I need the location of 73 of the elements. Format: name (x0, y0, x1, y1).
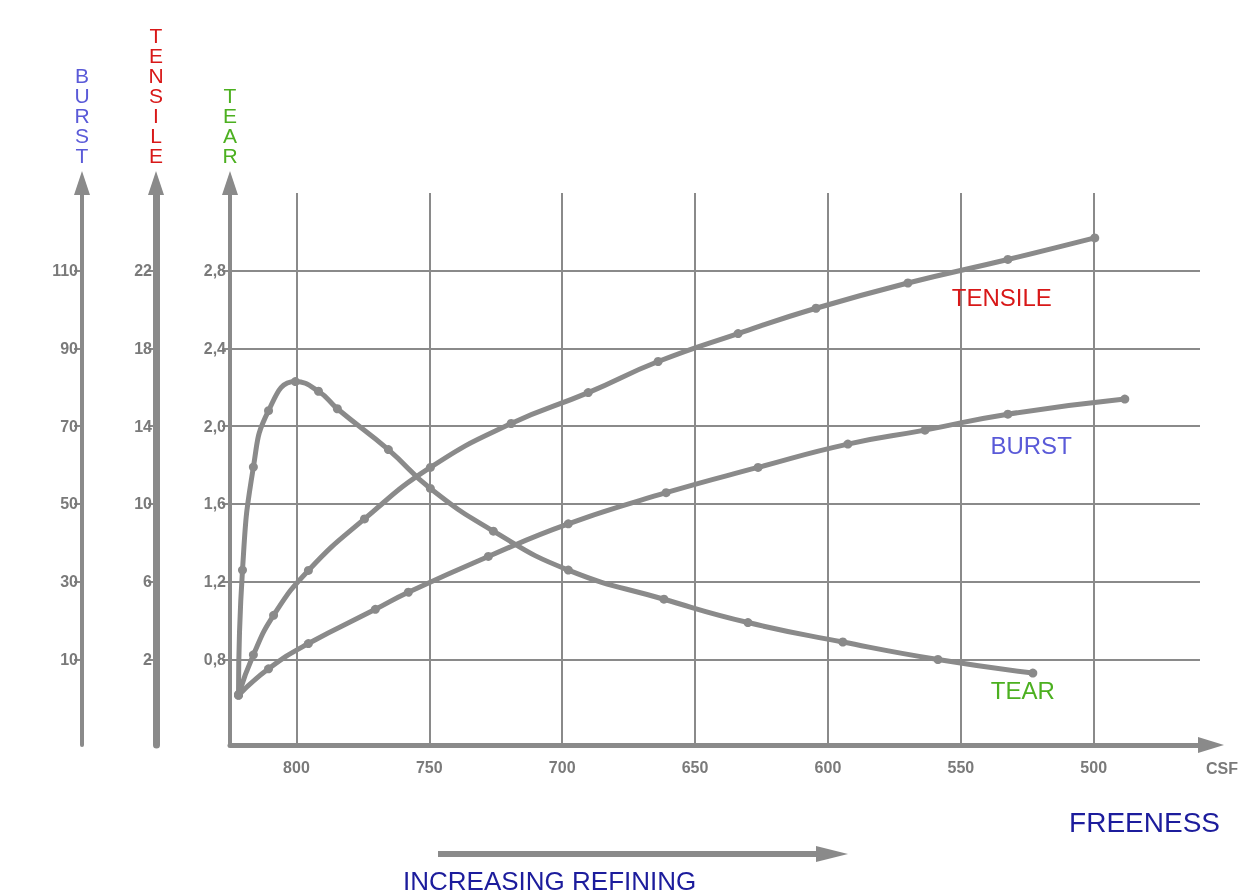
point (1120, 394, 1130, 404)
point (269, 610, 279, 620)
point (843, 439, 853, 449)
point (303, 639, 313, 649)
point (425, 483, 435, 493)
point (661, 488, 671, 498)
y2-tick-label: 18 (134, 339, 153, 357)
series-label: BURST (990, 431, 1073, 459)
point (563, 565, 573, 575)
point (1090, 233, 1100, 243)
y3-tick-label: 0,8 (203, 650, 227, 668)
point (659, 594, 669, 604)
y-tick-label: 30 (60, 573, 79, 591)
point (383, 445, 393, 455)
point (583, 388, 593, 398)
point (303, 565, 313, 575)
x-tick-label: 550 (947, 758, 975, 776)
point (238, 565, 247, 575)
point (563, 519, 573, 529)
y2-tick-label: 2 (143, 650, 153, 668)
series-label: TENSILE (951, 284, 1052, 312)
point (264, 406, 274, 416)
y-tick-label: 90 (60, 339, 79, 357)
x-tick-label: 500 (1080, 758, 1108, 776)
point (1003, 409, 1013, 419)
x-tick-label: 800 (283, 758, 310, 776)
point (1003, 254, 1013, 264)
y3-tick-label: 2,8 (203, 262, 227, 280)
point (359, 514, 369, 524)
y3-tick-label: 2,4 (203, 339, 227, 357)
point (743, 618, 753, 628)
point (483, 551, 493, 561)
y-tick-label: 70 (60, 417, 79, 435)
point (425, 462, 435, 472)
series-label: TEAR (990, 676, 1055, 704)
y3-tick-label: 2,0 (203, 417, 227, 435)
y-tick-label: 10 (60, 650, 79, 668)
point (314, 386, 323, 396)
y2-axis-title: TENSILE (148, 23, 164, 167)
point (653, 357, 663, 367)
point (903, 278, 913, 288)
point (733, 329, 743, 339)
point (264, 664, 274, 674)
point (811, 303, 821, 313)
x-tick-label: 700 (548, 758, 576, 776)
point (370, 604, 380, 614)
x-axis-title: FREENESS (1069, 806, 1221, 838)
point (488, 526, 498, 536)
point (332, 404, 342, 414)
x-tick-label: 600 (814, 758, 842, 776)
y-axis-title: BURST (74, 63, 90, 167)
text: CSF (1206, 759, 1239, 777)
y-tick-label: 110 (52, 262, 79, 280)
point (248, 462, 258, 472)
point (248, 650, 258, 660)
point (933, 654, 943, 664)
y-tick-label: 50 (60, 495, 79, 513)
y2-tick-label: 10 (134, 495, 153, 513)
x-tick-label: 750 (415, 758, 443, 776)
point (1028, 668, 1038, 678)
y3-axis-title: TEAR (222, 83, 238, 167)
point (403, 587, 413, 597)
y2-tick-label: 14 (134, 417, 153, 435)
point (506, 419, 516, 429)
y3-tick-label: 1,6 (203, 495, 227, 513)
point (753, 462, 763, 472)
y3-tick-label: 1,2 (203, 573, 227, 591)
x-tick-label: 650 (681, 758, 709, 776)
y2-tick-label: 6 (143, 573, 153, 591)
text: INCREASING REFINING (403, 866, 697, 896)
point (290, 377, 300, 387)
point (838, 637, 848, 647)
y2-tick-label: 22 (134, 262, 153, 280)
